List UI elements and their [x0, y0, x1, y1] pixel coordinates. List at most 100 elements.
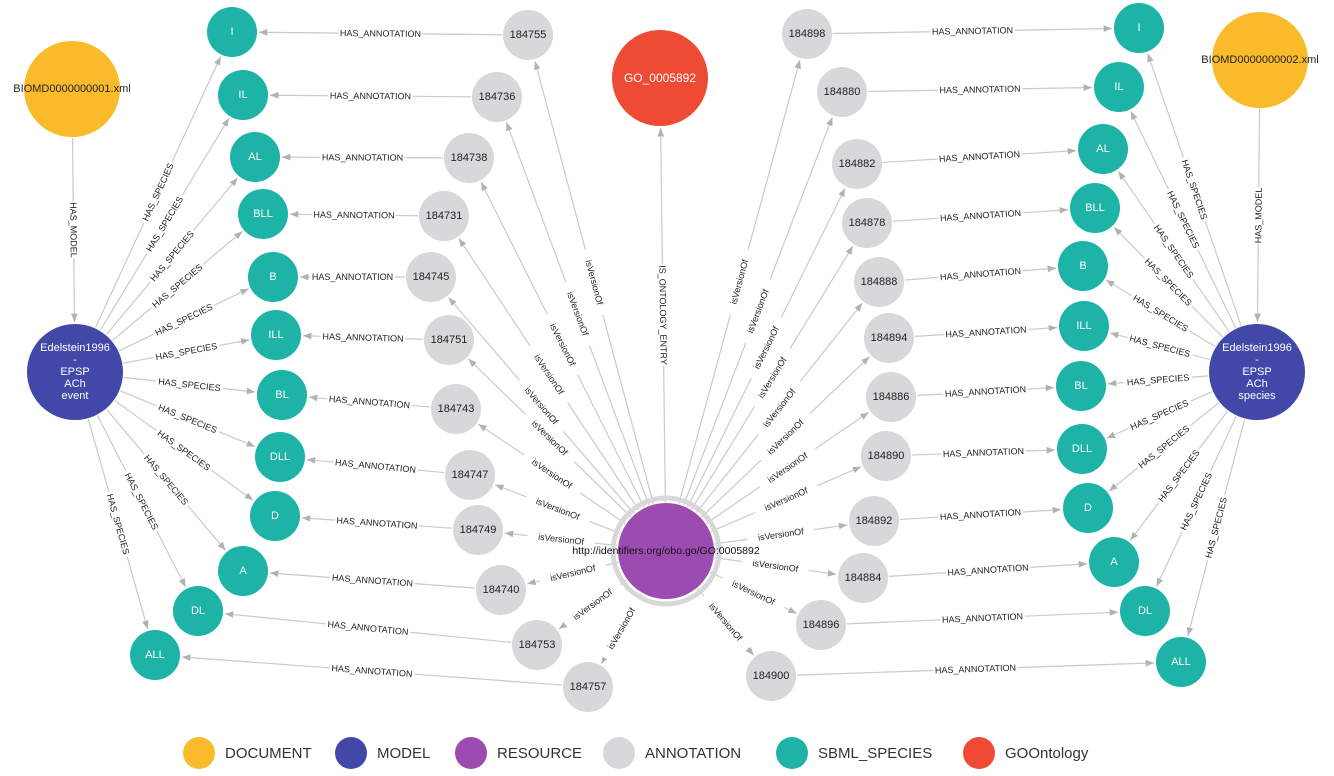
legend-item-model[interactable]: MODEL	[335, 737, 430, 769]
edge-isversionof[interactable]: isVersionOf	[494, 484, 621, 534]
node-annotation[interactable]: 184738	[444, 133, 494, 183]
edge-isversionof[interactable]: isVersionOf	[714, 522, 848, 546]
edge-has-annotation[interactable]: HAS_ANNOTATION	[281, 151, 444, 164]
node-annotation[interactable]: 184882	[832, 139, 882, 189]
edge-isversionof[interactable]: isVersionOf	[714, 555, 837, 577]
node-annotation[interactable]: 184757	[563, 662, 613, 712]
node-annotation[interactable]: 184884	[838, 553, 888, 603]
node-annotation[interactable]: 184731	[419, 191, 469, 241]
node-sbml-species[interactable]: A	[1089, 537, 1139, 587]
node-sbml-species[interactable]: DLL	[1057, 424, 1107, 474]
legend-item-resource[interactable]: RESOURCE	[455, 737, 582, 769]
edge-has-annotation[interactable]: HAS_ANNOTATION	[224, 611, 512, 644]
node-annotation[interactable]: 184896	[796, 600, 846, 650]
edge-has-annotation[interactable]: HAS_ANNOTATION	[832, 24, 1113, 38]
node-sbml-species[interactable]: D	[250, 491, 300, 541]
node-annotation[interactable]: 184898	[782, 9, 832, 59]
node-annotation[interactable]: 184743	[431, 384, 481, 434]
edge-has-annotation[interactable]: HAS_ANNOTATION	[914, 323, 1058, 341]
node-sbml-species[interactable]: BLL	[1070, 183, 1120, 233]
edge-has-annotation[interactable]: HAS_ANNOTATION	[846, 609, 1119, 626]
edge-has-annotation[interactable]: HAS_ANNOTATION	[867, 82, 1093, 97]
node-sbml-species[interactable]: DL	[1120, 586, 1170, 636]
edge-has-model[interactable]: HAS_MODEL	[67, 137, 80, 323]
node-annotation[interactable]: 184753	[512, 620, 562, 670]
node-sbml-species[interactable]: BLL	[238, 189, 288, 239]
edge-has-annotation[interactable]: HAS_ANNOTATION	[904, 264, 1057, 284]
node-sbml-species[interactable]: BL	[1056, 361, 1106, 411]
node-annotation[interactable]: 184900	[746, 651, 796, 701]
edge-has-annotation[interactable]: HAS_ANNOTATION	[888, 560, 1088, 579]
node-annotation[interactable]: 184749	[453, 505, 503, 555]
edge-has-species[interactable]: HAS_SPECIES	[123, 375, 256, 395]
node-annotation[interactable]: 184878	[842, 198, 892, 248]
node-sbml-species[interactable]: BL	[257, 370, 307, 420]
node-sbml-species[interactable]: I	[207, 7, 257, 57]
edge-has-annotation[interactable]: HAS_ANNOTATION	[916, 383, 1055, 400]
node-sbml-species[interactable]: AL	[230, 132, 280, 182]
legend-item-annotation[interactable]: ANNOTATION	[603, 737, 741, 769]
node-sbml-species[interactable]: ILL	[1059, 301, 1109, 351]
edge-has-annotation[interactable]: HAS_ANNOTATION	[911, 445, 1056, 461]
edge-has-annotation[interactable]: HAS_ANNOTATION	[306, 456, 445, 477]
node-annotation[interactable]: 184880	[817, 67, 867, 117]
node-annotation[interactable]: 184892	[849, 496, 899, 546]
node-annotation[interactable]: 184890	[861, 431, 911, 481]
edge-isversionof[interactable]: isVersionOf	[709, 571, 797, 614]
edge-has-species[interactable]: HAS_SPECIES	[1107, 371, 1209, 389]
edge-has-annotation[interactable]: HAS_ANNOTATION	[796, 659, 1155, 677]
edge-isversionof[interactable]: isVersionOf	[697, 588, 755, 656]
node-annotation[interactable]: 184886	[866, 372, 916, 422]
node-annotation[interactable]: 184736	[472, 72, 522, 122]
node-document[interactable]: BIOMD0000000001.xml	[13, 41, 131, 137]
legend-item-document[interactable]: DOCUMENT	[183, 737, 312, 769]
edge-has-species[interactable]: HAS_SPECIES	[123, 338, 250, 364]
edge-has-annotation[interactable]: HAS_ANNOTATION	[269, 89, 472, 103]
node-sbml-species[interactable]: AL	[1078, 124, 1128, 174]
node-sbml-species[interactable]: B	[1058, 241, 1108, 291]
edge-has-annotation[interactable]: HAS_ANNOTATION	[301, 514, 453, 532]
node-sbml-species[interactable]: A	[218, 546, 268, 596]
node-annotation[interactable]: 184747	[445, 450, 495, 500]
edge-has-annotation[interactable]: HAS_ANNOTATION	[899, 505, 1062, 524]
edge-has-annotation[interactable]: HAS_ANNOTATION	[181, 654, 563, 686]
edge-has-annotation[interactable]: HAS_ANNOTATION	[308, 392, 431, 412]
edge-has-species[interactable]: HAS_SPECIES	[1109, 331, 1210, 361]
node-document[interactable]: BIOMD0000000002.xml	[1201, 12, 1319, 108]
node-annotation[interactable]: 184745	[406, 252, 456, 302]
edge-isversionof[interactable]: isVersionOf	[504, 529, 618, 549]
node-sbml-species[interactable]: B	[248, 252, 298, 302]
edge-isversionof[interactable]: isVersionOf	[533, 60, 654, 504]
edge-has-annotation[interactable]: HAS_ANNOTATION	[892, 206, 1069, 225]
node-annotation[interactable]: 184888	[854, 257, 904, 307]
node-sbml-species[interactable]: DL	[173, 586, 223, 636]
edge-has-annotation[interactable]: HAS_ANNOTATION	[258, 27, 503, 40]
edge-has-annotation[interactable]: HAS_ANNOTATION	[882, 147, 1077, 166]
node-sbml-species[interactable]: IL	[218, 70, 268, 120]
node-model[interactable]: Edelstein1996 -EPSP ACh event	[27, 324, 123, 420]
edge-isversionof[interactable]: isVersionOf	[710, 466, 862, 533]
legend-item-sbml-species[interactable]: SBML_SPECIES	[776, 737, 932, 769]
node-annotation[interactable]: 184894	[864, 313, 914, 363]
edge-has-species[interactable]: HAS_SPECIES	[118, 288, 249, 352]
edge-isversionof[interactable]: isVersionOf	[558, 579, 627, 630]
node-sbml-species[interactable]: ILL	[251, 310, 301, 360]
node-sbml-species[interactable]: ALL	[1156, 637, 1206, 687]
node-sbml-species[interactable]: ALL	[130, 630, 180, 680]
edge-has-annotation[interactable]: HAS_ANNOTATION	[289, 208, 419, 222]
node-sbml-species[interactable]: DLL	[255, 432, 305, 482]
edge-isversionof[interactable]: isVersionOf	[599, 593, 644, 664]
node-annotation[interactable]: 184751	[424, 315, 474, 365]
node-annotation[interactable]: 184755	[503, 10, 553, 60]
node-model[interactable]: Edelstein1996 -EPSP ACh species	[1209, 324, 1305, 420]
legend-item-goontology[interactable]: GOOntology	[963, 737, 1088, 769]
edge-has-model[interactable]: HAS_MODEL	[1252, 108, 1265, 323]
edge-is-ontology-entry[interactable]: IS_ONTOLOGY_ENTRY	[656, 127, 670, 503]
edge-has-annotation[interactable]: HAS_ANNOTATION	[302, 330, 424, 345]
node-resource[interactable]: http://identifiers.org/obo.go/GO:0005892	[572, 495, 760, 607]
edge-has-annotation[interactable]: HAS_ANNOTATION	[300, 271, 405, 283]
edge-has-species[interactable]: HAS_SPECIES	[87, 418, 149, 630]
edge-has-species[interactable]: HAS_SPECIES	[1106, 391, 1213, 439]
edge-has-annotation[interactable]: HAS_ANNOTATION	[269, 570, 476, 590]
node-sbml-species[interactable]: I	[1114, 3, 1164, 53]
